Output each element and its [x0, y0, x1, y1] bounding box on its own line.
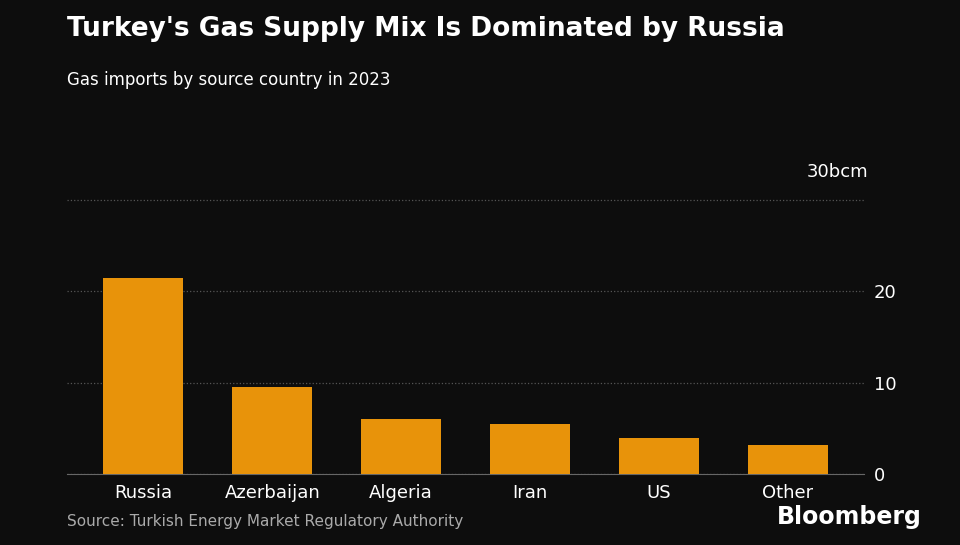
Bar — [361, 419, 441, 474]
Bar — [619, 438, 699, 474]
Text: Gas imports by source country in 2023: Gas imports by source country in 2023 — [67, 71, 391, 89]
Text: Turkey's Gas Supply Mix Is Dominated by Russia: Turkey's Gas Supply Mix Is Dominated by … — [67, 16, 785, 43]
Text: Source: Turkish Energy Market Regulatory Authority: Source: Turkish Energy Market Regulatory… — [67, 513, 464, 529]
Bar — [748, 445, 828, 474]
Bar — [232, 387, 312, 474]
Bar — [491, 424, 570, 474]
Text: Bloomberg: Bloomberg — [777, 505, 922, 529]
Bar — [104, 277, 183, 474]
Text: 30bcm: 30bcm — [807, 164, 869, 181]
